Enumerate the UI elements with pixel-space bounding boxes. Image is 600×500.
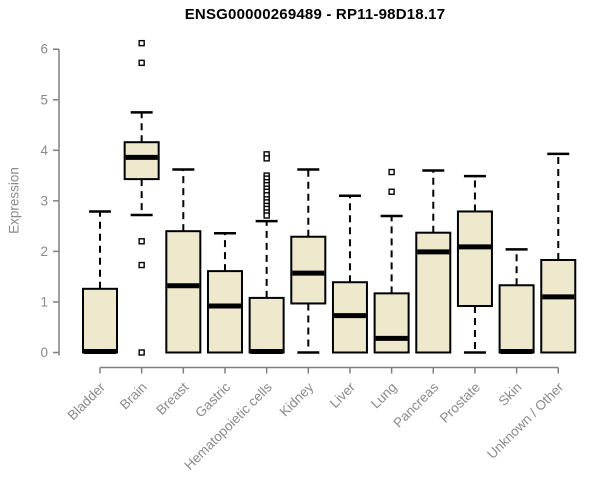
x-axis-category-label: Brain (117, 380, 150, 413)
x-axis-category-label: Kidney (277, 379, 317, 419)
box (498, 284, 535, 354)
x-axis-category-label: Breast (153, 379, 191, 417)
box (540, 258, 577, 354)
x-axis-category-label: Lung (368, 380, 400, 412)
box (290, 235, 327, 305)
x-axis-category-label: Liver (327, 379, 359, 411)
box (123, 141, 160, 181)
chart-title: ENSG00000269489 - RP11-98D18.17 (184, 6, 446, 23)
outlier-point (138, 349, 145, 356)
y-axis-title: Expression (6, 167, 22, 234)
outlier-point (388, 168, 395, 176)
x-axis-category-label: Unknown / Other (484, 379, 567, 462)
outlier-point (263, 212, 270, 219)
outlier-point (388, 188, 395, 195)
box (206, 270, 243, 354)
box (373, 292, 410, 354)
outlier-point (138, 238, 145, 245)
x-axis-category-label: Gastric (192, 379, 233, 420)
box (456, 210, 493, 307)
y-axis-tick-label: 2 (40, 244, 48, 259)
box (165, 230, 202, 354)
x-axis-category-label: Bladder (65, 379, 109, 423)
y-axis-tick-label: 3 (40, 193, 48, 208)
y-axis-tick-label: 4 (40, 143, 48, 158)
box (82, 287, 118, 354)
x-axis-category-label: Pancreas (390, 379, 441, 430)
y-axis-tick-label: 5 (40, 92, 48, 107)
outlier-point (138, 59, 145, 67)
x-axis-category-label: Prostate (437, 380, 483, 426)
x-axis-category-label: Skin (496, 380, 525, 409)
y-axis-tick-label: 6 (40, 42, 48, 57)
outlier-point (263, 155, 270, 162)
outlier-point (138, 39, 145, 47)
y-axis-tick-label: 1 (40, 294, 48, 309)
outlier-point (138, 261, 145, 269)
y-axis-tick-label: 0 (40, 345, 48, 360)
box (248, 296, 285, 354)
